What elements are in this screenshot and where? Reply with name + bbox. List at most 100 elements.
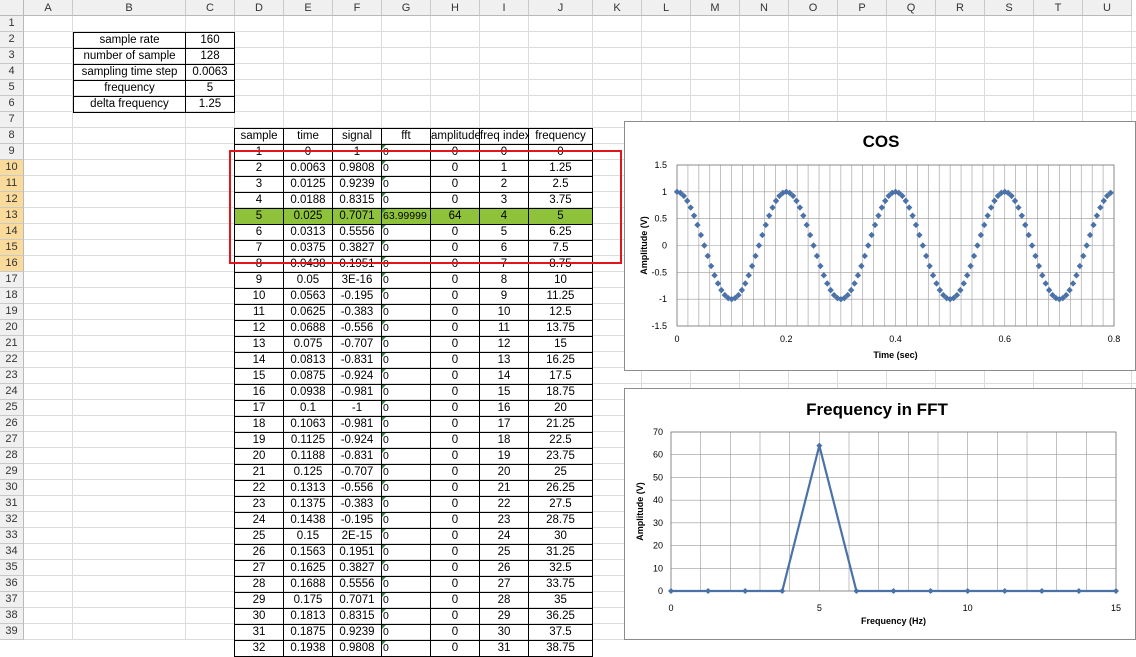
table-cell[interactable]: 22 xyxy=(479,496,529,513)
table-cell[interactable]: 0 xyxy=(430,528,480,545)
row-header[interactable]: 27 xyxy=(0,432,24,448)
table-cell[interactable]: 0 xyxy=(381,512,431,529)
table-header-cell[interactable]: time xyxy=(283,128,333,145)
table-cell[interactable]: 20 xyxy=(234,448,284,465)
table-cell[interactable]: 29 xyxy=(234,592,284,609)
table-cell[interactable]: 37.5 xyxy=(528,624,593,641)
row-header[interactable]: 36 xyxy=(0,576,24,592)
table-cell[interactable]: 16 xyxy=(479,400,529,417)
table-cell[interactable]: 0 xyxy=(381,384,431,401)
row-header[interactable]: 18 xyxy=(0,288,24,304)
table-cell[interactable]: 0 xyxy=(381,304,431,321)
table-cell[interactable]: 3E-16 xyxy=(332,272,382,289)
column-header[interactable]: O xyxy=(789,0,838,16)
table-cell[interactable]: 0 xyxy=(381,432,431,449)
param-label[interactable]: sampling time step xyxy=(73,64,186,81)
param-value[interactable]: 5 xyxy=(185,80,235,97)
table-cell[interactable]: 0.1375 xyxy=(283,496,333,513)
table-cell[interactable]: 0 xyxy=(430,480,480,497)
row-header[interactable]: 25 xyxy=(0,400,24,416)
table-cell[interactable]: 0.15 xyxy=(283,528,333,545)
column-header[interactable]: E xyxy=(284,0,333,16)
row-header[interactable]: 15 xyxy=(0,240,24,256)
table-cell[interactable]: 0.1563 xyxy=(283,544,333,561)
row-header[interactable]: 39 xyxy=(0,624,24,640)
table-cell[interactable]: 17 xyxy=(234,400,284,417)
table-cell[interactable]: 13.75 xyxy=(528,320,593,337)
table-cell[interactable]: 23 xyxy=(234,496,284,513)
row-header[interactable]: 23 xyxy=(0,368,24,384)
table-cell[interactable]: 63.99999 xyxy=(381,208,431,225)
row-header[interactable]: 21 xyxy=(0,336,24,352)
table-cell[interactable]: 30 xyxy=(528,528,593,545)
row-header[interactable]: 26 xyxy=(0,416,24,432)
table-cell[interactable]: 16.25 xyxy=(528,352,593,369)
table-cell[interactable]: 25 xyxy=(528,464,593,481)
row-header[interactable]: 32 xyxy=(0,512,24,528)
row-header[interactable]: 38 xyxy=(0,608,24,624)
table-header-cell[interactable]: signal xyxy=(332,128,382,145)
table-cell[interactable]: 0.8315 xyxy=(332,608,382,625)
param-value[interactable]: 1.25 xyxy=(185,96,235,113)
column-header[interactable]: M xyxy=(691,0,740,16)
fft-chart[interactable]: Frequency in FFT 70 60 50 40 30 20 10 0 0 5 10 15 Fre… xyxy=(624,388,1136,640)
table-header-cell[interactable]: sample xyxy=(234,128,284,145)
table-cell[interactable]: 31.25 xyxy=(528,544,593,561)
table-cell[interactable]: 0.1 xyxy=(283,400,333,417)
table-cell[interactable]: 0 xyxy=(430,400,480,417)
table-cell[interactable]: -0.707 xyxy=(332,464,382,481)
column-header[interactable]: B xyxy=(73,0,186,16)
table-cell[interactable]: 12 xyxy=(234,320,284,337)
column-header[interactable]: L xyxy=(642,0,691,16)
table-cell[interactable]: 10 xyxy=(479,304,529,321)
table-cell[interactable]: 27.5 xyxy=(528,496,593,513)
table-cell[interactable]: 21 xyxy=(234,464,284,481)
param-value[interactable]: 0.0063 xyxy=(185,64,235,81)
row-header[interactable]: 14 xyxy=(0,224,24,240)
table-cell[interactable]: 28 xyxy=(479,592,529,609)
table-cell[interactable]: 0 xyxy=(381,496,431,513)
table-cell[interactable]: 17 xyxy=(479,416,529,433)
table-cell[interactable]: 0 xyxy=(430,496,480,513)
param-label[interactable]: sample rate xyxy=(73,32,186,49)
table-cell[interactable]: -0.707 xyxy=(332,336,382,353)
table-cell[interactable]: 0 xyxy=(381,576,431,593)
column-header[interactable]: C xyxy=(186,0,235,16)
table-cell[interactable]: 29 xyxy=(479,608,529,625)
table-cell[interactable]: 24 xyxy=(479,528,529,545)
table-cell[interactable]: 25 xyxy=(479,544,529,561)
row-header[interactable]: 8 xyxy=(0,128,24,144)
table-cell[interactable]: 19 xyxy=(479,448,529,465)
table-cell[interactable]: 0 xyxy=(381,400,431,417)
table-cell[interactable]: -1 xyxy=(332,400,382,417)
column-header[interactable]: Q xyxy=(887,0,936,16)
table-cell[interactable]: 0 xyxy=(430,512,480,529)
table-cell[interactable]: 9 xyxy=(234,272,284,289)
row-header[interactable]: 37 xyxy=(0,592,24,608)
table-cell[interactable]: -0.195 xyxy=(332,288,382,305)
table-cell[interactable]: 0 xyxy=(381,544,431,561)
row-header[interactable]: 7 xyxy=(0,112,24,128)
table-cell[interactable]: 0.5556 xyxy=(332,576,382,593)
table-cell[interactable]: 20 xyxy=(528,400,593,417)
row-header[interactable]: 17 xyxy=(0,272,24,288)
row-header[interactable]: 5 xyxy=(0,80,24,96)
table-cell[interactable]: 24 xyxy=(234,512,284,529)
table-cell[interactable]: 0.1063 xyxy=(283,416,333,433)
column-header[interactable]: N xyxy=(740,0,789,16)
row-header[interactable]: 31 xyxy=(0,496,24,512)
table-cell[interactable]: -0.195 xyxy=(332,512,382,529)
table-cell[interactable]: -0.383 xyxy=(332,304,382,321)
table-cell[interactable]: 25 xyxy=(234,528,284,545)
table-cell[interactable]: 0 xyxy=(430,448,480,465)
row-header[interactable]: 35 xyxy=(0,560,24,576)
table-cell[interactable]: 0.1313 xyxy=(283,480,333,497)
table-cell[interactable]: 0.1688 xyxy=(283,576,333,593)
table-cell[interactable]: 28 xyxy=(234,576,284,593)
table-header-cell[interactable]: freq index xyxy=(479,128,529,145)
table-cell[interactable]: 12 xyxy=(479,336,529,353)
table-cell[interactable]: 20 xyxy=(479,464,529,481)
cos-chart[interactable]: COS 1.5 1 0.5 0 -0.5 -1 -1.5 0 0.2 0.4 0.6 0.8 Time (… xyxy=(624,121,1136,371)
row-header[interactable]: 29 xyxy=(0,464,24,480)
